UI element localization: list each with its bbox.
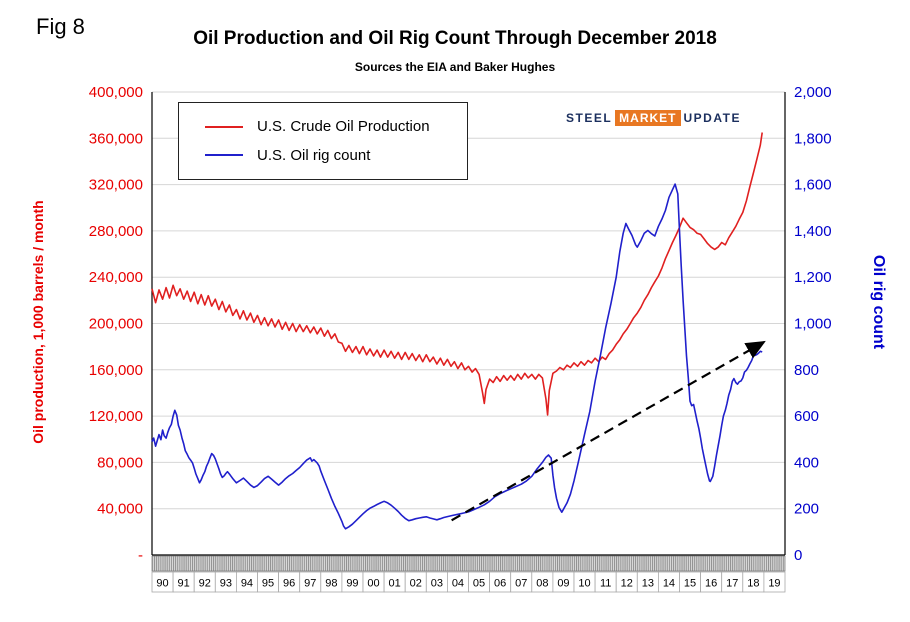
year-label: 05	[473, 578, 485, 590]
trend-arrow	[451, 340, 766, 522]
left-tick-label: 240,000	[89, 269, 143, 286]
year-cell	[763, 571, 786, 593]
chart-subtitle: Sources the EIA and Baker Hughes	[354, 60, 556, 74]
left-tick-label: 120,000	[89, 408, 143, 425]
year-label: 14	[663, 578, 675, 590]
month-tick-band	[151, 555, 786, 572]
year-label: 96	[283, 578, 295, 590]
right-tick-label: 200	[794, 501, 819, 518]
year-label: 17	[726, 578, 738, 590]
left-tick-label: 200,000	[89, 316, 143, 333]
year-label: 16	[705, 578, 717, 590]
right-tick-label: 2,000	[794, 84, 832, 101]
year-label: 01	[389, 578, 401, 590]
legend-item-production: U.S. Crude Oil Production	[205, 118, 461, 135]
right-tick-label: 600	[794, 408, 819, 425]
year-label: 94	[241, 578, 253, 590]
right-tick-label: 1,200	[794, 269, 832, 286]
year-label: 11	[600, 578, 611, 590]
year-label: 12	[621, 578, 633, 590]
figure-label: Fig 8	[36, 14, 85, 39]
legend-label-rig-count: U.S. Oil rig count	[257, 146, 371, 164]
year-label: 99	[346, 578, 358, 590]
steel-market-update-logo: STEEL MARKET UPDATE	[566, 110, 741, 126]
left-tick-label: 360,000	[89, 130, 143, 147]
right-tick-label: 1,400	[794, 223, 832, 240]
year-label: 18	[747, 578, 759, 590]
rig-count-line	[151, 183, 763, 530]
left-tick-label: 400,000	[89, 84, 143, 101]
right-tick-label: 400	[794, 454, 819, 471]
production-line	[151, 132, 763, 416]
year-label: 00	[367, 578, 379, 590]
year-label: 09	[557, 578, 569, 590]
year-label: 19	[768, 578, 780, 590]
logo-market-text: MARKET	[615, 110, 681, 126]
year-label: 91	[178, 578, 190, 590]
rig-count-line-swatch	[205, 154, 243, 157]
year-label: 10	[578, 578, 590, 590]
left-tick-label: 280,000	[89, 223, 143, 240]
year-label: 13	[642, 578, 654, 590]
year-label: 97	[304, 578, 316, 590]
legend-box: U.S. Crude Oil Production U.S. Oil rig c…	[178, 102, 468, 180]
chart-title: Oil Production and Oil Rig Count Through…	[193, 28, 717, 49]
production-line-swatch	[205, 125, 243, 128]
right-tick-label: 1,600	[794, 177, 832, 194]
left-tick-label: 320,000	[89, 177, 143, 194]
year-label: 06	[494, 578, 506, 590]
right-tick-label: 1,800	[794, 130, 832, 147]
legend-item-rig-count: U.S. Oil rig count	[205, 147, 461, 164]
legend-label-production: U.S. Crude Oil Production	[257, 118, 430, 136]
right-tick-label: 800	[794, 362, 819, 379]
logo-steel-text: STEEL	[566, 111, 613, 125]
year-label: 95	[262, 578, 274, 590]
left-tick-label: 160,000	[89, 362, 143, 379]
left-tick-label: 40,000	[97, 501, 143, 518]
right-tick-label: 0	[794, 547, 802, 564]
left-tick-label: -	[138, 547, 143, 564]
right-tick-label: 1,000	[794, 316, 832, 333]
year-label: 15	[684, 578, 696, 590]
year-label: 07	[515, 578, 527, 590]
year-label: 92	[199, 578, 211, 590]
year-label: 02	[410, 578, 422, 590]
logo-update-text: UPDATE	[683, 111, 741, 125]
year-label: 90	[156, 578, 168, 590]
year-label: 93	[220, 578, 232, 590]
year-label: 04	[452, 578, 464, 590]
left-tick-label: 80,000	[97, 454, 143, 471]
year-label: 08	[536, 578, 548, 590]
year-label: 98	[325, 578, 337, 590]
year-label: 03	[431, 578, 443, 590]
